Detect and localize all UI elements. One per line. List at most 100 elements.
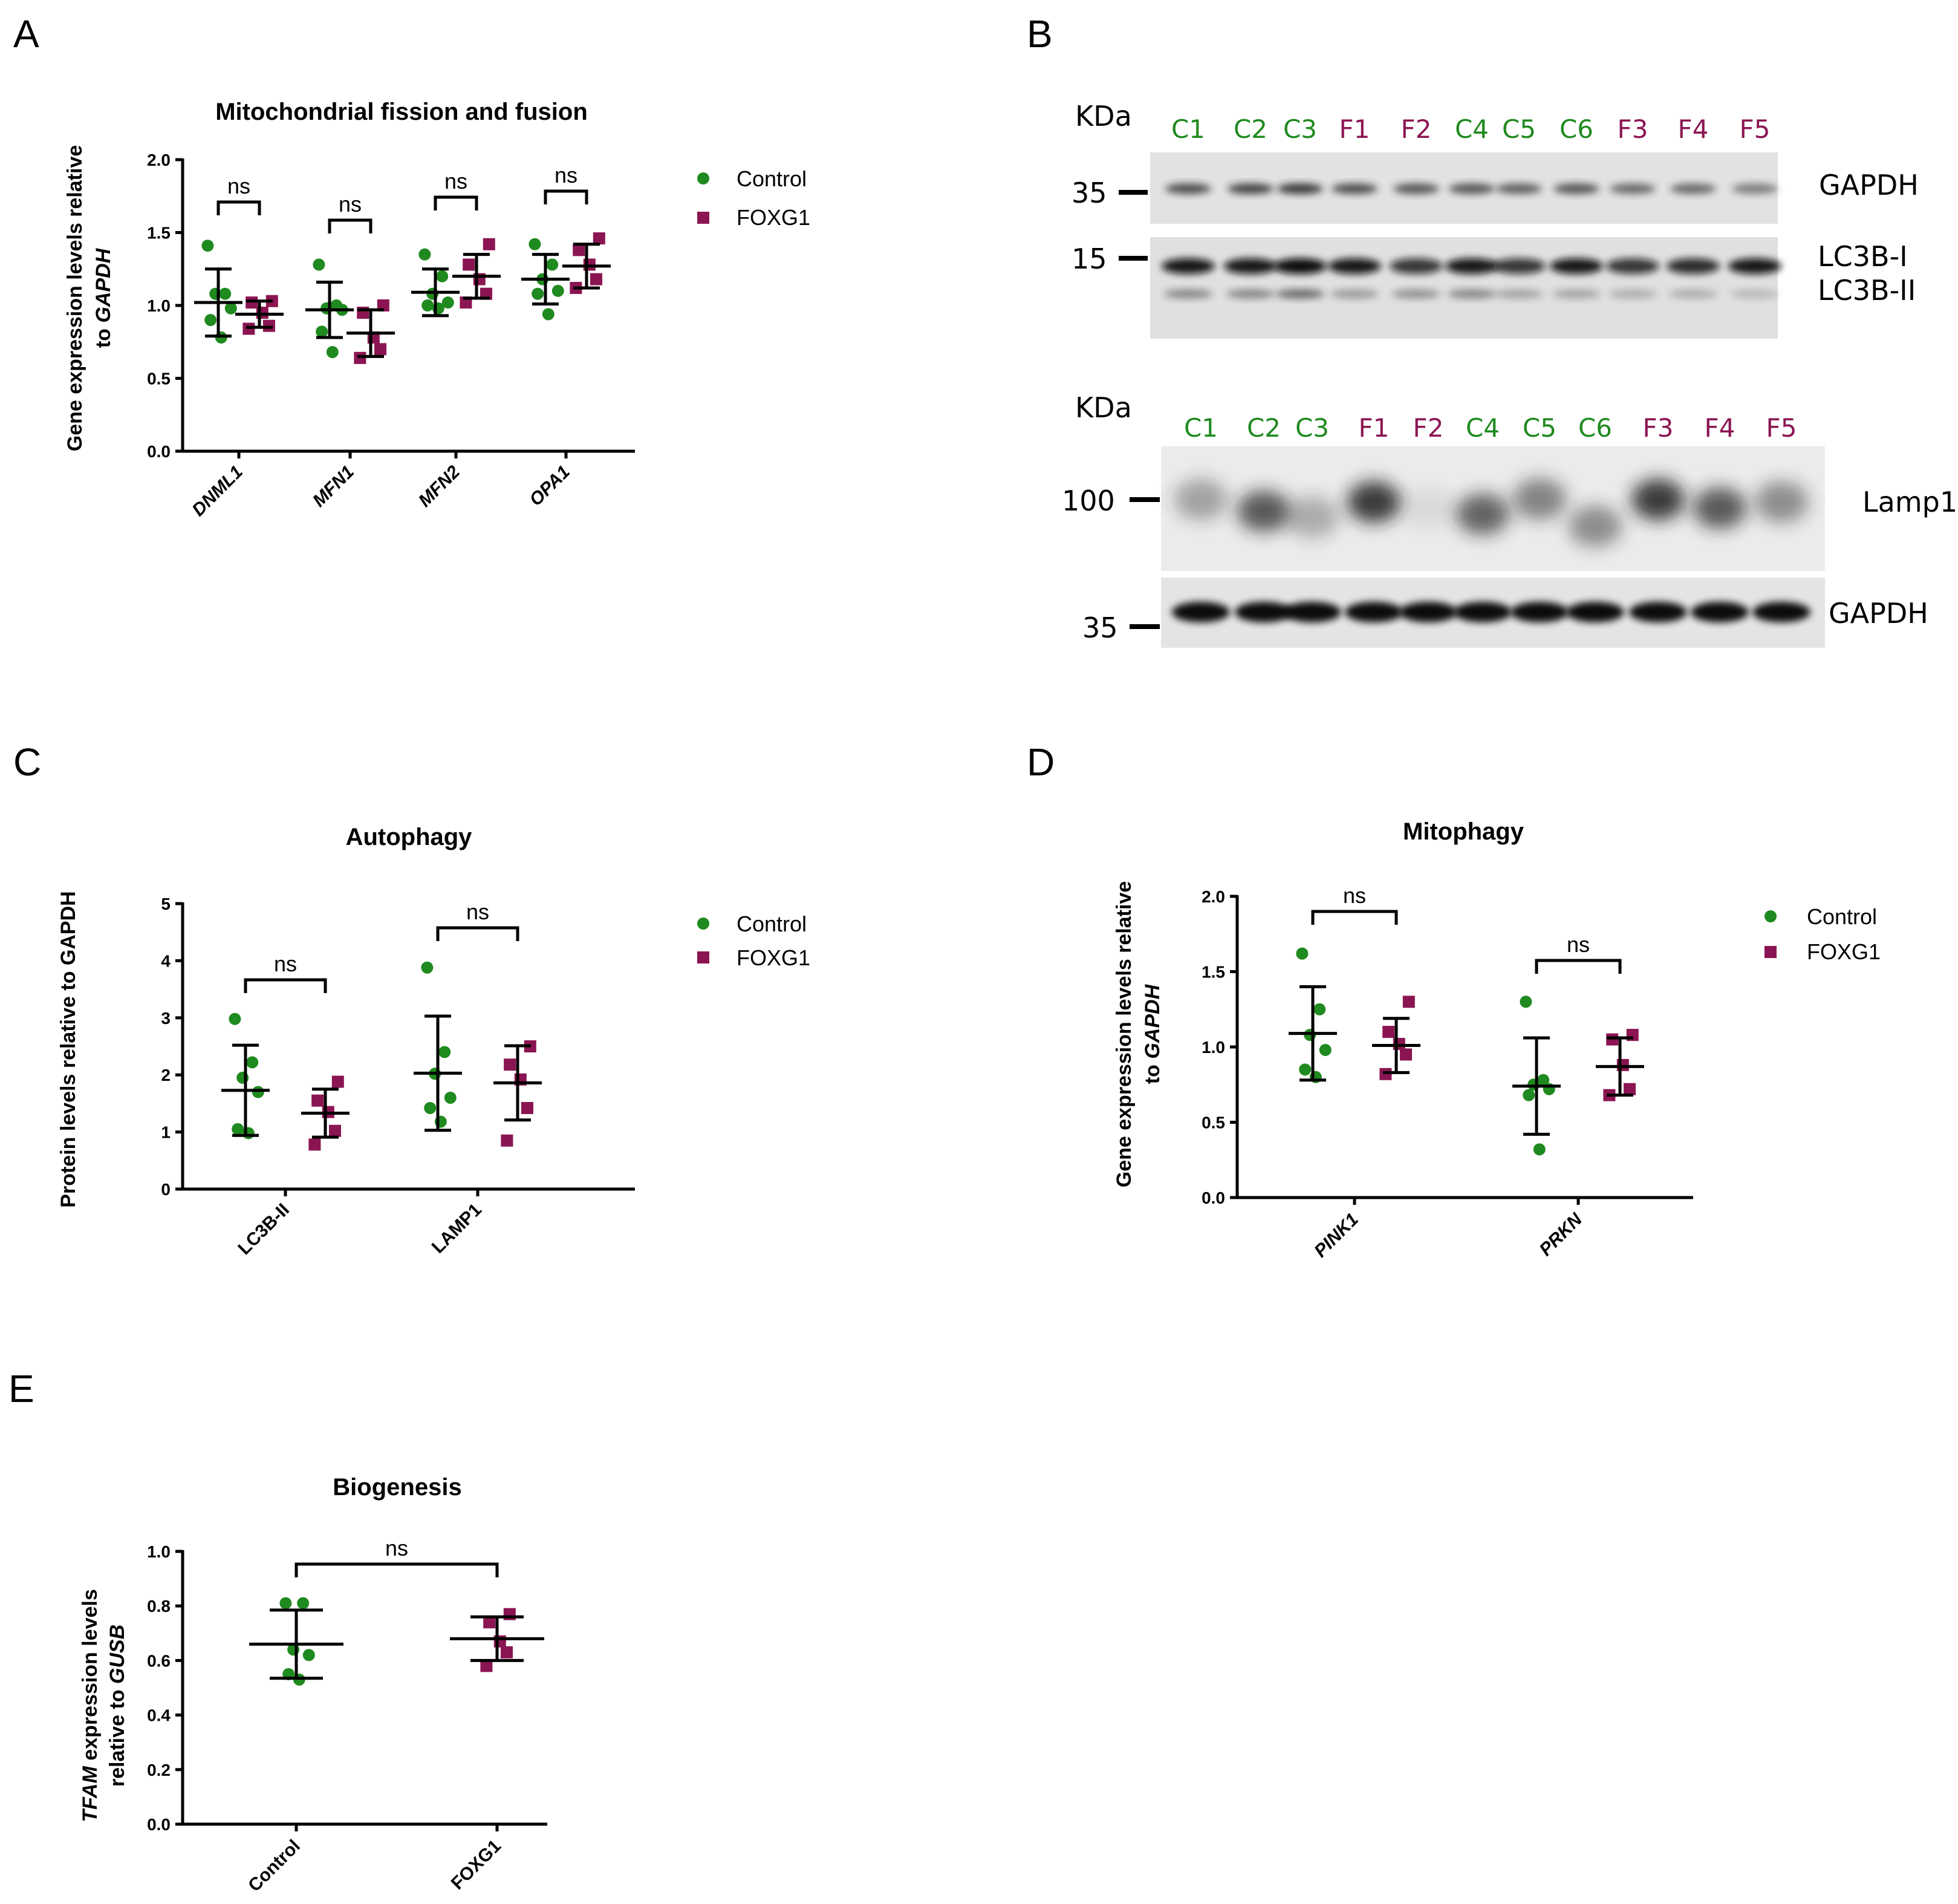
band-gapdh	[1691, 602, 1749, 622]
data-point-control	[421, 961, 434, 974]
band-gapdh	[1332, 183, 1377, 194]
significance-bracket	[434, 195, 478, 210]
lane-labels-top: C1 C2 C3 F1 F2 C4 C5 C6 F3 F4 F5	[1171, 114, 1770, 144]
x-tick-label: Control	[244, 1836, 304, 1896]
data-point-control	[546, 258, 559, 271]
protein-label-gapdh-top: GAPDH	[1819, 169, 1919, 201]
data-point-foxg1	[521, 1101, 533, 1114]
y-tick-label: 0.5	[1202, 1113, 1225, 1132]
data-point-control	[224, 302, 237, 315]
lane-label: F3	[1618, 114, 1648, 144]
band-gapdh	[1399, 602, 1457, 622]
band-lc3b-i	[1550, 258, 1603, 274]
legend-marker-control	[1764, 910, 1777, 922]
y-tick-label: 0.4	[147, 1706, 171, 1725]
band-lamp1	[1237, 491, 1290, 532]
lane-label: C5	[1523, 413, 1556, 443]
legend: Control FOXG1	[1764, 904, 1881, 964]
legend: Control FOXG1	[697, 911, 810, 970]
y-tick-label: 2	[161, 1066, 171, 1084]
chart-title: Mitochondrial fission and fusion	[215, 99, 588, 125]
significance-bracket	[244, 978, 327, 993]
band-lc3b-ii	[1276, 289, 1324, 299]
band-gapdh	[1566, 602, 1624, 622]
data-point-control	[438, 1046, 451, 1058]
protein-label-lc3b-ii: LC3B-II	[1818, 274, 1916, 307]
data-point-control	[302, 1649, 315, 1661]
data-point-foxg1	[1402, 996, 1415, 1008]
significance-bracket	[544, 189, 588, 204]
lane-label: C2	[1234, 114, 1267, 144]
x-tick-label: PINK1	[1310, 1210, 1362, 1262]
significance-label: ns	[444, 169, 467, 194]
band-lamp1	[1513, 478, 1566, 520]
band-gapdh	[1283, 602, 1341, 622]
data-point-foxg1	[1382, 1026, 1395, 1038]
legend-marker-foxg1	[697, 951, 709, 963]
data-point-control	[551, 284, 564, 297]
marker-label-35-bottom: 35	[1082, 611, 1118, 644]
chart-mitochondrial-fission-fusion: Mitochondrial fission and fusion Gene ex…	[63, 99, 810, 520]
data-point-foxg1	[483, 238, 495, 250]
data-point-foxg1	[504, 1058, 516, 1071]
chart-autophagy: Autophagy Protein levels relative to GAP…	[57, 824, 810, 1259]
data-point-control	[1523, 1089, 1535, 1101]
y-tick-label: 0.8	[147, 1597, 171, 1615]
panel-letter-b: B	[1027, 12, 1053, 56]
y-tick-label: 0.2	[147, 1761, 171, 1779]
significance-label: ns	[1343, 883, 1366, 908]
band-gapdh	[1511, 602, 1569, 622]
data-point-control	[316, 325, 328, 338]
legend-marker-control	[697, 918, 709, 930]
lane-label: F4	[1678, 114, 1709, 144]
band-lamp1	[1456, 494, 1509, 535]
y-tick-label: 0.0	[147, 442, 171, 461]
data-point-control	[326, 346, 339, 359]
band-lc3b-i	[1606, 258, 1659, 274]
significance-bracket	[294, 1562, 499, 1577]
lane-label: C6	[1578, 413, 1612, 443]
band-gapdh	[1553, 183, 1599, 194]
data-point-control	[529, 238, 541, 250]
band-lc3b-ii	[1164, 289, 1212, 299]
panel-letter-a: A	[13, 12, 39, 56]
data-point-control	[1537, 1074, 1550, 1086]
y-tick-label: 0.0	[147, 1815, 171, 1834]
y-axis-label: Gene expression levels relative	[63, 145, 86, 452]
y-tick-label: 0	[161, 1180, 171, 1199]
significance-label: ns	[555, 163, 577, 187]
marker-label-15: 15	[1072, 243, 1107, 275]
significance-bracket	[1535, 959, 1622, 974]
y-tick-label: 0.5	[147, 370, 171, 388]
y-axis-label: Protein levels relative to GAPDH	[57, 891, 80, 1207]
y-axis-label: TFAM expression levels	[79, 1589, 102, 1822]
y-tick-label: 1.0	[147, 1542, 171, 1561]
legend-label-control: Control	[1807, 904, 1877, 929]
y-tick-label: 2.0	[147, 151, 171, 169]
data-point-foxg1	[463, 258, 475, 271]
band-gapdh	[1235, 602, 1293, 622]
data-point-control	[232, 1123, 244, 1135]
lane-label: F1	[1339, 114, 1370, 144]
panel-letter-e: E	[8, 1367, 34, 1410]
band-lc3b-i	[1273, 258, 1327, 274]
band-gapdh	[1732, 183, 1778, 194]
significance-bracket	[1311, 910, 1398, 925]
lane-label: C6	[1560, 114, 1593, 144]
data-point-control	[279, 1597, 292, 1609]
protein-label-lamp1: Lamp1	[1862, 486, 1957, 518]
band-lc3b-ii	[1226, 289, 1275, 299]
data-point-foxg1	[329, 1124, 341, 1137]
legend-label-foxg1: FOXG1	[737, 205, 810, 230]
lane-label: C4	[1466, 413, 1500, 443]
lane-label: C3	[1295, 413, 1329, 443]
chart-mitophagy: Mitophagy Gene expression levels relativ…	[1113, 818, 1881, 1261]
marker-label-100: 100	[1062, 484, 1115, 517]
band-lc3b-i	[1445, 258, 1498, 274]
data-point-foxg1	[1624, 1083, 1636, 1095]
significance-bracket	[216, 200, 261, 215]
significance-bracket	[328, 218, 372, 233]
x-tick-label: OPA1	[525, 462, 574, 510]
band-lamp1	[1755, 481, 1808, 523]
